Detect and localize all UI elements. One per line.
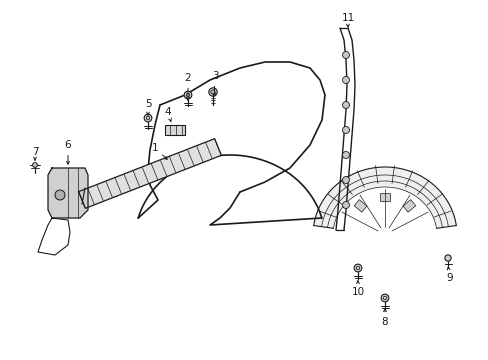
Text: 1: 1 [151, 143, 158, 153]
Circle shape [208, 88, 217, 96]
Text: 2: 2 [184, 73, 191, 83]
Circle shape [342, 102, 349, 108]
Circle shape [342, 176, 349, 184]
Text: 10: 10 [351, 287, 364, 297]
Text: 5: 5 [144, 99, 151, 109]
Text: 8: 8 [381, 317, 387, 327]
Circle shape [184, 91, 191, 99]
Polygon shape [48, 168, 88, 218]
Bar [379, 193, 389, 201]
Bar [402, 199, 415, 212]
Circle shape [342, 77, 349, 84]
Text: 9: 9 [446, 273, 452, 283]
Circle shape [33, 163, 37, 167]
Circle shape [55, 190, 65, 200]
Polygon shape [313, 167, 455, 228]
Circle shape [144, 114, 152, 122]
Circle shape [342, 152, 349, 158]
Circle shape [342, 51, 349, 59]
Circle shape [380, 294, 388, 302]
Bar [164, 125, 184, 135]
Circle shape [342, 202, 349, 208]
Text: 7: 7 [32, 147, 38, 157]
Text: 6: 6 [64, 140, 71, 150]
Circle shape [444, 255, 450, 261]
Text: 4: 4 [164, 107, 171, 117]
Text: 11: 11 [341, 13, 354, 23]
Polygon shape [79, 139, 221, 208]
Text: 3: 3 [211, 71, 218, 81]
Circle shape [353, 264, 361, 272]
Circle shape [342, 126, 349, 134]
Bar [353, 199, 366, 212]
